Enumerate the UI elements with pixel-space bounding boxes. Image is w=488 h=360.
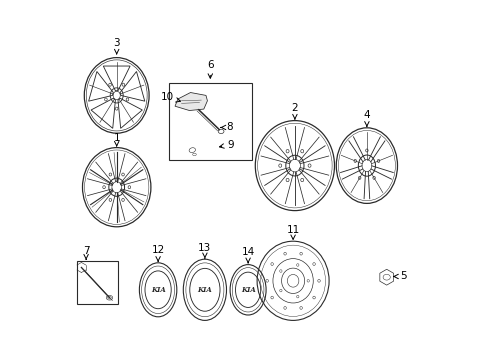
Text: 7: 7 — [82, 246, 89, 259]
Text: 13: 13 — [198, 243, 211, 258]
Text: KIA: KIA — [197, 286, 212, 294]
Text: 6: 6 — [206, 60, 213, 78]
Bar — [77, 261, 118, 304]
Text: KIA: KIA — [240, 286, 255, 294]
Text: 1: 1 — [113, 132, 120, 146]
Text: 8: 8 — [221, 122, 233, 132]
Text: 11: 11 — [286, 225, 299, 239]
Text: 4: 4 — [363, 110, 369, 126]
Text: 3: 3 — [113, 38, 120, 54]
Polygon shape — [175, 93, 207, 111]
Text: 2: 2 — [291, 103, 298, 119]
Bar — [168, 83, 251, 160]
Text: 5: 5 — [393, 271, 406, 282]
Text: 9: 9 — [219, 140, 233, 150]
Text: 12: 12 — [151, 245, 164, 261]
Text: 10: 10 — [160, 92, 180, 102]
Text: 14: 14 — [241, 247, 254, 263]
Text: KIA: KIA — [150, 286, 165, 294]
